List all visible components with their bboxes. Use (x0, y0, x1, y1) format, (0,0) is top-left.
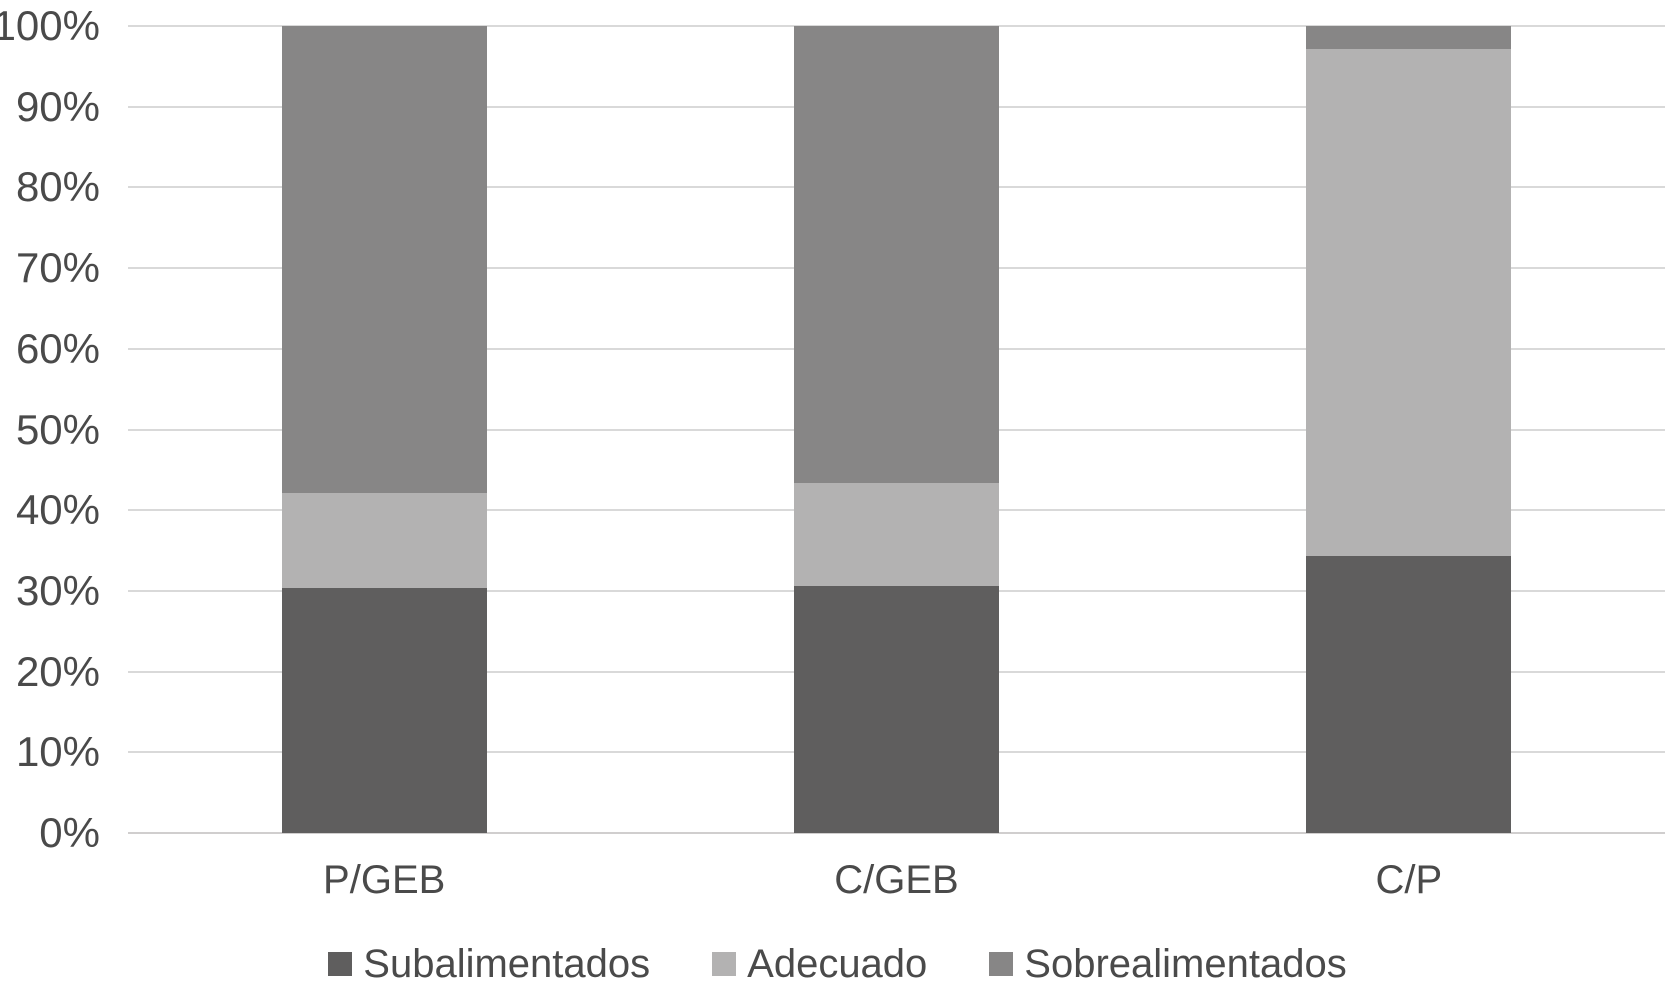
legend-label-adecuado: Adecuado (747, 941, 928, 986)
y-tick-label-90: 90% (15, 82, 100, 130)
bars-layer (128, 26, 1665, 833)
x-axis-line (128, 832, 1665, 834)
y-tick-label-100: 100% (0, 2, 100, 49)
bar-slot-c-p (1153, 26, 1665, 833)
legend-swatch-subalimentados (328, 952, 353, 976)
legend-item-sobrealimentados: Sobrealimentados (989, 941, 1347, 987)
segment-adecuado-p-geb (281, 493, 487, 588)
bar-slot-p-geb (128, 26, 640, 833)
gridline-100 (128, 25, 1665, 27)
segment-sobrealimentados-c-geb (793, 26, 999, 483)
y-tick-label-50: 50% (15, 405, 100, 453)
segment-subalimentados-p-geb (281, 587, 487, 833)
category-label-pgeb: P/GEB (323, 858, 446, 902)
plot-area (128, 25, 1665, 834)
legend-swatch-adecuado (712, 952, 737, 976)
segment-adecuado-c-geb (793, 482, 999, 587)
y-tick-label-10: 10% (15, 728, 100, 776)
legend-item-subalimentados: Subalimentados (328, 942, 650, 987)
y-tick-label-70: 70% (15, 244, 100, 292)
legend: Subalimentados Adecuado Sobrealimentados (0, 936, 1675, 992)
y-tick-label-30: 30% (15, 566, 100, 614)
category-label-cgeb: C/GEB (834, 858, 959, 902)
segment-adecuado-c-p (1306, 49, 1512, 557)
legend-label-subalimentados: Subalimentados (363, 941, 651, 986)
y-tick-label-60: 60% (15, 324, 100, 372)
segment-sobrealimentados-c-p (1306, 26, 1512, 50)
category-label-cp: C/P (1375, 858, 1443, 902)
segment-subalimentados-c-geb (793, 586, 999, 833)
y-tick-label-20: 20% (15, 647, 100, 695)
bar-slot-c-geb (640, 26, 1152, 833)
bar-p-geb (281, 26, 487, 833)
y-tick-label-0: 0% (39, 809, 100, 856)
bar-c-p (1306, 26, 1512, 833)
legend-label-sobrealimentados: Sobrealimentados (1024, 941, 1347, 986)
x-axis: P/GEB C/GEB C/P (128, 858, 1665, 903)
bar-c-geb (793, 26, 999, 833)
segment-subalimentados-c-p (1306, 556, 1512, 833)
segment-sobrealimentados-p-geb (281, 26, 487, 494)
y-tick-label-80: 80% (15, 163, 100, 211)
y-tick-label-40: 40% (15, 486, 100, 534)
legend-swatch-sobrealimentados (989, 952, 1014, 976)
legend-item-adecuado: Adecuado (712, 942, 927, 987)
y-axis: 0% 10% 20% 30% 40% 50% 60% 70% 80% 90% 100% (0, 5, 100, 854)
